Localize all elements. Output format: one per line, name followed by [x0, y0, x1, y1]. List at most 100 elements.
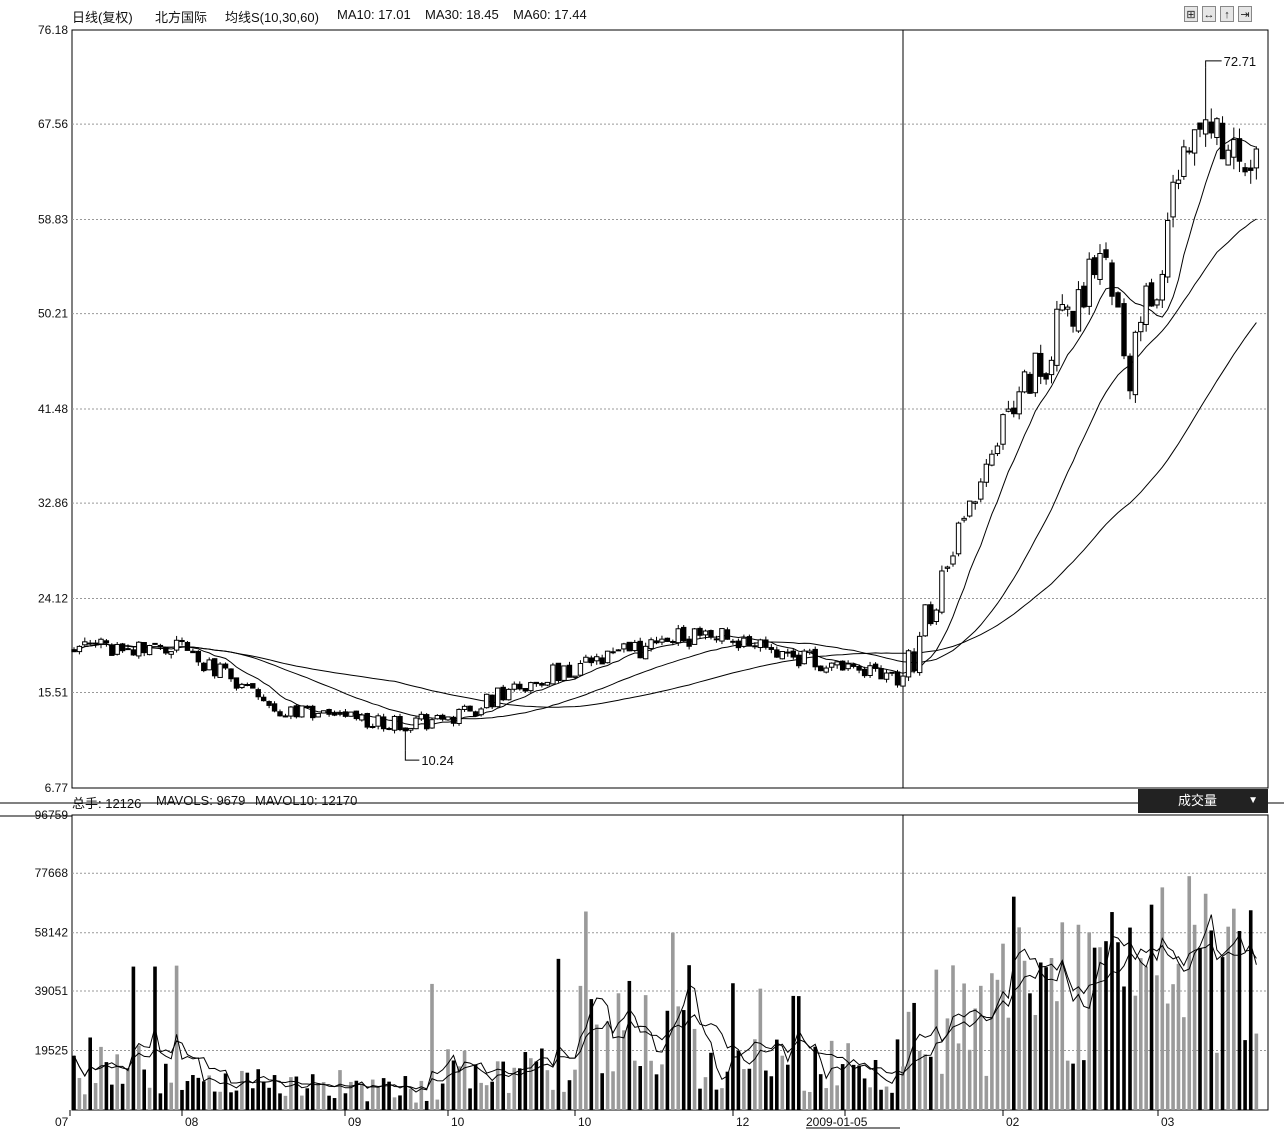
candle-body	[724, 629, 731, 640]
volume-bar	[862, 1078, 867, 1110]
candle-body	[233, 677, 240, 689]
volume-bar	[1044, 967, 1048, 1110]
volume-panel-frame	[71, 814, 1269, 1111]
volume-bar	[490, 1081, 494, 1110]
volume-bar	[419, 1080, 424, 1110]
candle-body	[561, 665, 567, 681]
volume-bar	[1082, 1060, 1086, 1110]
candle-body	[1186, 150, 1192, 153]
low-marker	[404, 750, 420, 761]
candle-body	[152, 642, 158, 645]
indicator-selector[interactable]: 成交量 ▼	[1138, 789, 1268, 813]
x-tick-label: 10	[578, 1115, 592, 1129]
volume-bar	[556, 958, 561, 1110]
candle-body	[883, 672, 890, 680]
candle-body	[310, 705, 316, 719]
volume-bar	[731, 983, 735, 1110]
volume-bar	[408, 1088, 413, 1110]
candle-body	[610, 651, 616, 654]
volume-bar	[506, 1092, 511, 1110]
price-tick-label: 32.86	[38, 496, 68, 510]
x-tick-label: 07	[55, 1115, 69, 1129]
candle-body	[506, 688, 512, 701]
volume-bar	[1209, 930, 1214, 1110]
candle-body	[92, 642, 99, 645]
volume-tick-label: 39051	[35, 984, 69, 998]
volume-bar	[1022, 960, 1027, 1110]
volume-bar	[1104, 941, 1108, 1110]
volume-bar	[414, 1102, 418, 1110]
candle-body	[577, 663, 584, 676]
volume-bar	[83, 1094, 87, 1110]
high-marker	[1205, 60, 1222, 68]
candle-body	[1242, 167, 1248, 173]
candle-body	[500, 686, 506, 701]
up-icon[interactable]: ↑	[1220, 6, 1234, 22]
volume-bar	[829, 1040, 834, 1110]
volume-bar	[681, 1010, 686, 1110]
ma10-line	[73, 137, 1257, 726]
volume-bar	[951, 965, 955, 1110]
candle-body	[539, 682, 545, 686]
indicator-label: 成交量	[1178, 793, 1218, 808]
volume-bar	[1017, 927, 1021, 1110]
volume-bar	[632, 1060, 637, 1110]
candle-body	[1000, 414, 1006, 445]
candle-body	[1115, 292, 1121, 308]
resize-icon[interactable]: ↔	[1202, 6, 1216, 22]
volume-bar	[638, 1066, 643, 1110]
volume-bar	[940, 1073, 944, 1110]
x-tick-label: 02	[1006, 1115, 1020, 1129]
volume-bar	[1248, 910, 1253, 1110]
candle-body	[1048, 359, 1055, 376]
end-icon[interactable]: ⇥	[1238, 6, 1252, 22]
candle-body	[1202, 119, 1209, 135]
candle-body	[653, 640, 660, 644]
candle-body	[730, 640, 736, 643]
volume-bar	[884, 1086, 889, 1110]
volume-bar	[584, 911, 588, 1110]
volume-bar	[643, 995, 648, 1110]
candle-body	[1253, 148, 1260, 169]
zoom-icon[interactable]: ⊞	[1184, 6, 1198, 22]
candle-body	[796, 654, 802, 667]
volume-bar	[403, 1076, 408, 1110]
ma10-value: MA10: 17.01	[337, 7, 411, 22]
volume-bar	[720, 1088, 724, 1110]
volume-bar	[1092, 947, 1097, 1110]
candle-body	[708, 630, 714, 638]
volume-bar	[250, 1088, 255, 1110]
candle-body	[239, 683, 245, 689]
candle-body	[130, 649, 137, 656]
volume-bar	[1006, 1017, 1011, 1110]
candle-body	[288, 706, 294, 717]
candle-body	[1175, 179, 1182, 184]
candle-body	[1164, 220, 1171, 278]
candle-body	[972, 501, 978, 504]
candle-body	[588, 657, 595, 664]
candle-body	[615, 649, 622, 652]
volume-bar	[785, 1064, 790, 1110]
candle-body	[179, 639, 185, 643]
x-tick-label: 12	[736, 1115, 750, 1129]
candle-body	[680, 626, 687, 642]
candle-body	[911, 651, 917, 672]
volume-bar	[365, 1101, 370, 1110]
volume-bar	[300, 1095, 304, 1110]
candle-body	[494, 687, 501, 708]
price-tick-label: 58.83	[38, 212, 68, 226]
x-tick-label: 03	[1161, 1115, 1175, 1129]
candle-body	[364, 712, 370, 728]
candle-body	[1214, 118, 1220, 139]
volume-bar	[616, 993, 621, 1110]
candle-body	[450, 716, 457, 724]
volume-bar	[392, 1097, 397, 1110]
volume-bar	[142, 1069, 146, 1110]
mavol10-line	[73, 933, 1257, 1090]
candle-body	[752, 645, 758, 648]
volume-bar	[956, 1043, 961, 1110]
candle-body	[173, 639, 180, 651]
candle-body	[217, 663, 223, 678]
candle-body	[163, 647, 169, 654]
candle-body	[282, 715, 289, 718]
